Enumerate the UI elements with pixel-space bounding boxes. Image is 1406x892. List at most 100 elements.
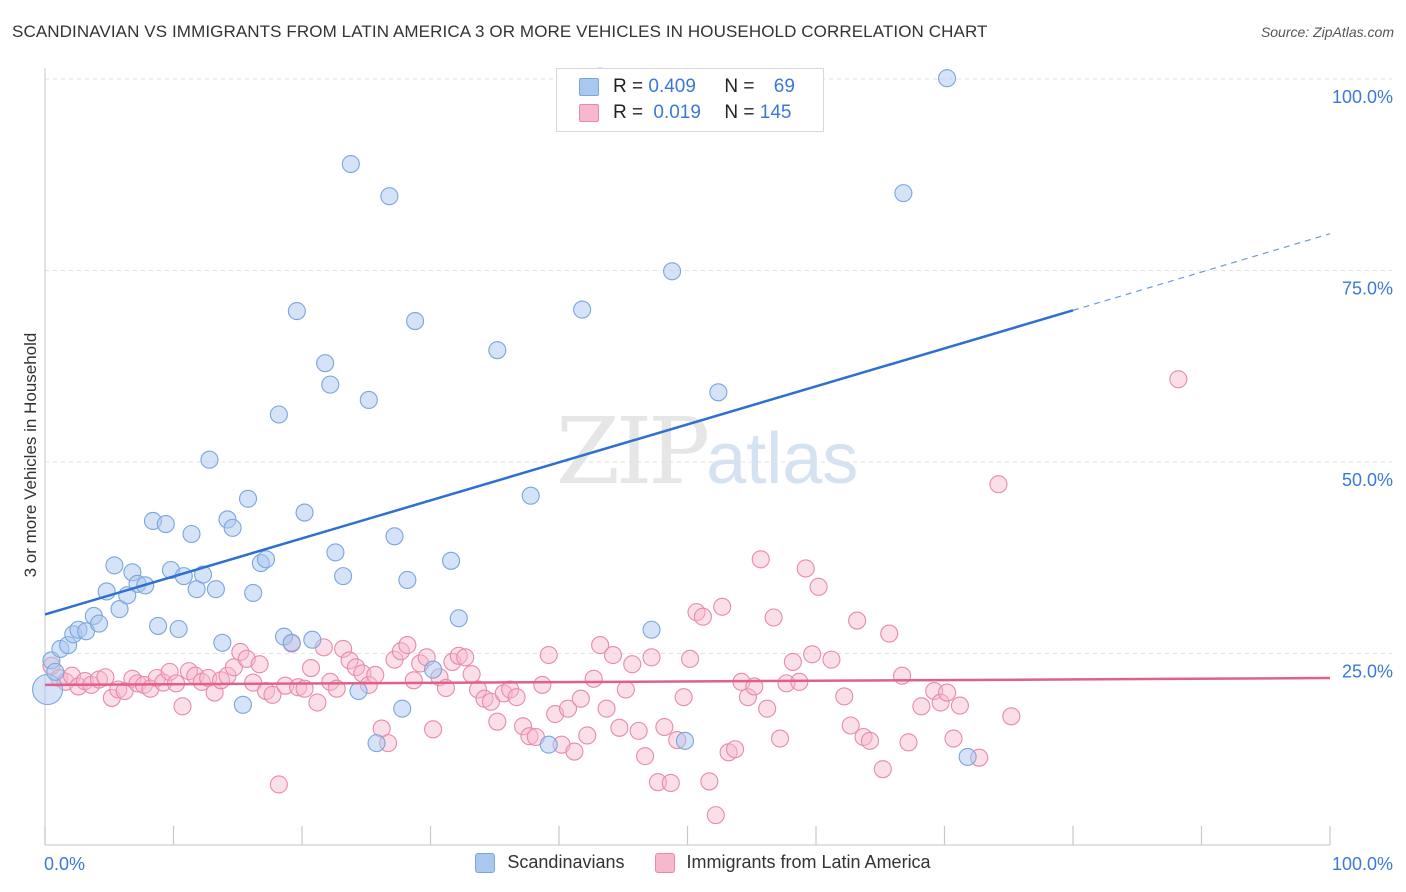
scandinavian-point — [539, 735, 558, 754]
scandinavian-point — [326, 543, 345, 562]
scandinavian-point — [156, 514, 175, 534]
latin-america-point — [571, 689, 590, 708]
latin-america-point — [623, 655, 642, 674]
scandinavian-point — [233, 695, 252, 714]
latin-america-point — [944, 729, 963, 748]
latin-america-point — [321, 672, 340, 691]
scandinavian-point — [573, 300, 592, 319]
source-label: Source: ZipAtlas.com — [1260, 24, 1394, 40]
legend-r-value: 0.409 — [648, 76, 696, 97]
scandinavian-point — [89, 614, 109, 633]
latin-america-point — [610, 718, 629, 737]
latin-america-point — [687, 603, 706, 622]
pink-swatch — [579, 104, 599, 122]
scandinavian-point — [393, 699, 412, 718]
series-legend: Scandinavians Immigrants from Latin Amer… — [0, 852, 1406, 873]
scandinavian-point — [110, 600, 129, 619]
latin-america-point — [308, 693, 327, 712]
scandinavian-point — [709, 383, 728, 402]
y-tick-label: 100.0% — [1332, 87, 1393, 107]
latin-america-point — [340, 651, 359, 670]
legend-label: Scandinavians — [507, 852, 625, 872]
latin-america-point — [648, 773, 667, 792]
scandinavian-point — [238, 489, 258, 508]
latin-america-point — [501, 680, 520, 699]
scandinavian-point — [521, 486, 540, 505]
latin-america-point — [835, 687, 854, 706]
latin-america-point — [263, 685, 282, 704]
legend-label: Immigrants from Latin America — [686, 852, 931, 872]
y-tick-label: 50.0% — [1342, 470, 1393, 490]
latin-america-point — [912, 697, 931, 716]
latin-america-point — [796, 559, 815, 578]
latin-america-trend-line — [44, 676, 1331, 687]
scandinavian-point — [169, 619, 188, 639]
latin-america-point — [456, 648, 475, 667]
latin-america-point — [366, 665, 385, 684]
latin-america-point — [224, 658, 243, 677]
latin-america-point — [404, 671, 423, 690]
latin-america-point — [173, 697, 192, 716]
latin-america-point — [603, 645, 623, 665]
scandinavian-point — [182, 524, 201, 544]
legend-n-label: N = — [724, 102, 760, 123]
latin-america-point — [96, 668, 115, 687]
scandinavian-point — [398, 570, 417, 590]
scandinavian-trend-line — [44, 309, 1074, 616]
x-tick-label: 100.0% — [1332, 854, 1393, 874]
latin-america-point — [629, 721, 648, 740]
stats-legend: R = 0.409 N = 69 R = 0.019 N = 145 — [556, 68, 824, 132]
legend-r-label: R = — [613, 76, 649, 97]
latin-america-point — [803, 645, 822, 664]
latin-america-point — [334, 639, 353, 658]
x-tick-label: 0.0% — [44, 854, 85, 874]
latin-america-point — [841, 716, 860, 735]
scandinavian-point — [385, 527, 404, 546]
latin-america-point — [591, 636, 610, 655]
scandinavian-point — [367, 734, 386, 753]
legend-n-value: 69 — [773, 76, 795, 97]
latin-america-point — [539, 645, 558, 665]
scandinavian-points — [32, 67, 977, 766]
latin-america-point — [860, 731, 880, 750]
scandinavian-point — [488, 341, 507, 360]
latin-america-point — [636, 747, 655, 766]
y-tick-label: 75.0% — [1342, 279, 1393, 299]
latin-america-point — [764, 608, 783, 627]
latin-america-point — [584, 669, 603, 688]
scandinavian-trend-extension — [1072, 233, 1331, 311]
latin-america-point — [758, 699, 777, 718]
scandinavian-point — [894, 184, 913, 203]
latin-america-point — [751, 550, 770, 569]
latin-america-point — [179, 662, 198, 681]
latin-america-point — [989, 475, 1008, 494]
latin-america-point — [481, 692, 500, 711]
latin-america-point — [681, 649, 700, 668]
latin-america-point — [269, 775, 288, 794]
scandinavian-point — [663, 262, 682, 281]
latin-america-point — [655, 717, 674, 737]
latin-america-point — [488, 712, 507, 731]
latin-america-point — [674, 688, 693, 707]
scandinavian-point — [675, 731, 694, 750]
latin-america-point — [597, 699, 616, 718]
scandinavian-point — [256, 550, 276, 569]
latin-america-point — [154, 673, 173, 692]
y-tick-label: 25.0% — [1342, 662, 1393, 682]
scandinavian-point — [341, 154, 360, 174]
scandinavian-point — [321, 375, 340, 394]
latin-america-point — [848, 611, 867, 630]
latin-america-point — [950, 696, 969, 715]
latin-america-point — [880, 624, 899, 643]
trend-lines — [44, 233, 1331, 687]
scandinavian-point — [287, 302, 306, 321]
chart-title: SCANDINAVIAN VS IMMIGRANTS FROM LATIN AM… — [12, 22, 988, 41]
latin-america-point — [770, 729, 790, 748]
latin-america-point — [301, 659, 321, 678]
scandinavian-point — [442, 551, 461, 570]
latin-america-point — [725, 740, 745, 759]
latin-america-point — [565, 742, 584, 761]
latin-america-point — [783, 652, 802, 671]
scandinavian-point — [449, 609, 468, 628]
